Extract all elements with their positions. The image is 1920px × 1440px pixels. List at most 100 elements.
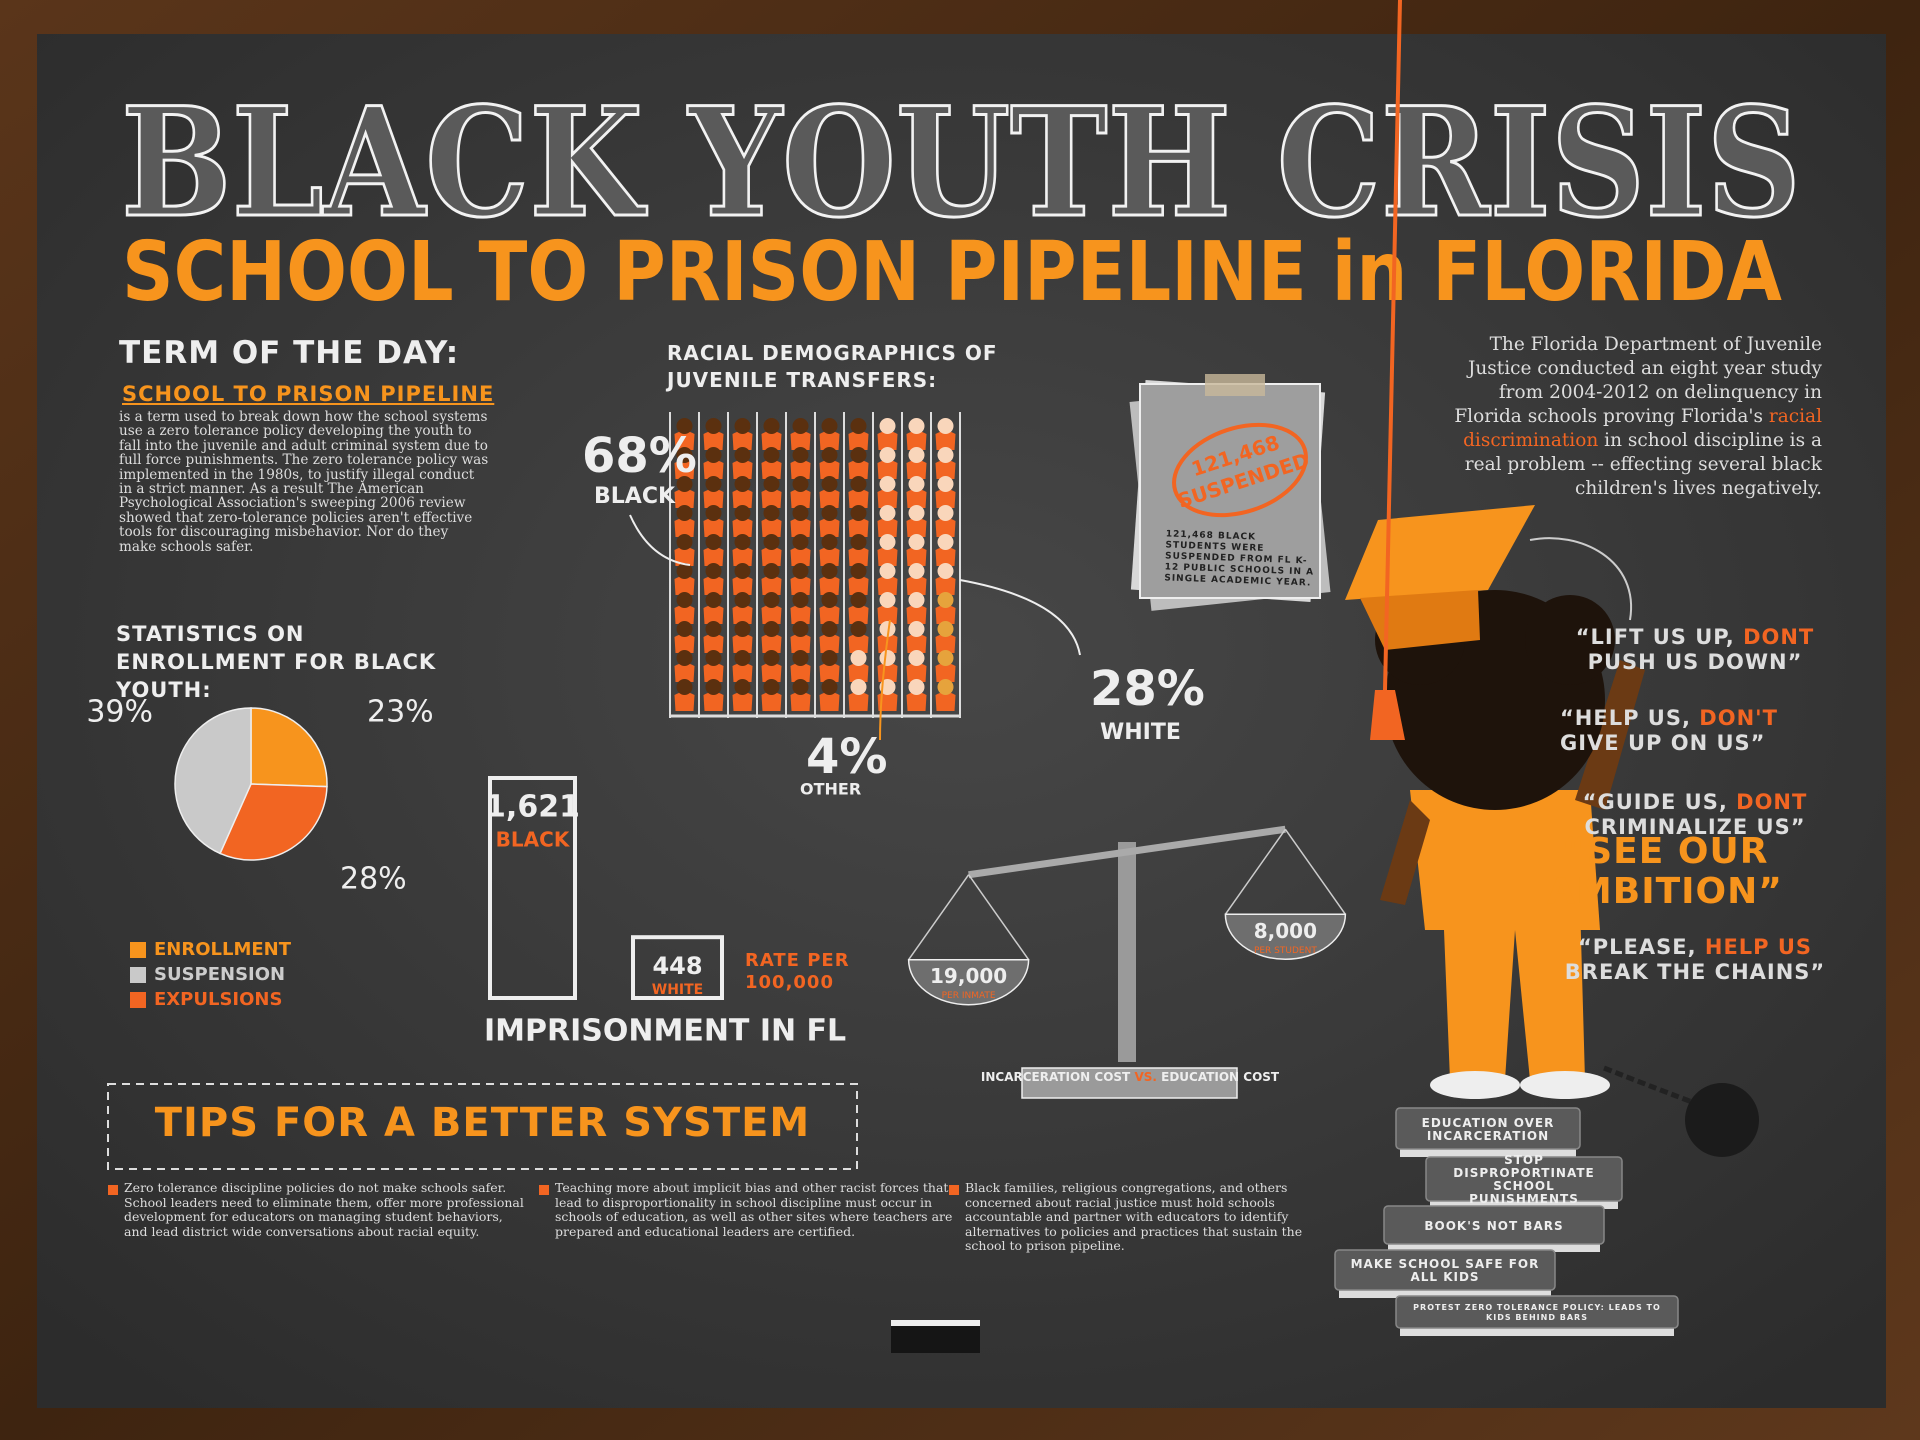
figure-body <box>819 547 840 566</box>
book-pages <box>1339 1288 1551 1298</box>
legend-label: SUSPENSION <box>154 964 285 985</box>
figure-head <box>879 534 896 550</box>
pan-value: 8,000 <box>1254 919 1317 943</box>
figure-body <box>790 634 811 653</box>
figure-head <box>705 534 722 550</box>
figure-head <box>908 476 925 492</box>
pan-unit: PER INMATE <box>942 991 996 1001</box>
figure-body <box>877 489 898 508</box>
figure-head <box>937 476 954 492</box>
quote: “GUIDE US, DONT CRIMINALIZE US” <box>1560 790 1830 840</box>
figure-body <box>819 576 840 595</box>
figure-body <box>819 460 840 479</box>
figure-head <box>734 534 751 550</box>
figure-head <box>676 534 693 550</box>
figure-head <box>763 447 780 463</box>
figure-head <box>734 447 751 463</box>
figure-body <box>674 431 695 450</box>
value-label: 4% <box>806 729 888 785</box>
term-heading: TERM OF THE DAY: <box>119 335 460 371</box>
figure-head <box>937 621 954 637</box>
figure-head <box>705 650 722 666</box>
quote-after: BREAK THE CHAINS” <box>1564 960 1826 984</box>
figure-body <box>906 692 927 711</box>
quote: “PLEASE, HELP US BREAK THE CHAINS” <box>1560 935 1830 985</box>
quote-after: CRIMINALIZE US” <box>1584 815 1806 839</box>
figure-head <box>908 418 925 434</box>
figure-head <box>821 447 838 463</box>
figure-head <box>705 418 722 434</box>
figure-body <box>674 663 695 682</box>
figure-body <box>906 460 927 479</box>
figure-head <box>763 476 780 492</box>
figure-head <box>908 563 925 579</box>
figure-body <box>703 518 724 537</box>
figure-body <box>761 518 782 537</box>
figure-body <box>761 634 782 653</box>
figure-head <box>676 476 693 492</box>
legend-label: EXPULSIONS <box>154 989 282 1010</box>
category-label: OTHER <box>800 780 861 799</box>
figure-head <box>734 650 751 666</box>
figure-head <box>705 447 722 463</box>
figure-head <box>763 418 780 434</box>
book <box>1425 1156 1623 1202</box>
figure-body <box>848 634 869 653</box>
figure-body <box>674 692 695 711</box>
bar-note: RATE PER 100,000 <box>745 950 850 993</box>
figure-body <box>819 431 840 450</box>
figure-body <box>935 547 956 566</box>
figure-body <box>732 663 753 682</box>
figure-body <box>848 576 869 595</box>
figure-body <box>761 663 782 682</box>
book-pages <box>1430 1199 1618 1209</box>
figure-body <box>732 547 753 566</box>
book <box>1334 1249 1556 1291</box>
figure-head <box>908 534 925 550</box>
bar-category: BLACK <box>496 828 571 852</box>
figure-body <box>906 605 927 624</box>
figure-body <box>906 518 927 537</box>
subtitle: SCHOOL TO PRISON PIPELINE in FLORIDA <box>122 225 1782 320</box>
figure-head <box>705 563 722 579</box>
bar <box>631 935 724 1000</box>
figure-head <box>705 621 722 637</box>
figure-body <box>790 431 811 450</box>
figure-body <box>906 663 927 682</box>
figure-group <box>674 418 869 711</box>
figure-head <box>850 534 867 550</box>
scale-caption: INCARCERATION COST VS. EDUCATION COST <box>981 1070 1280 1084</box>
tip-bullet <box>949 1185 959 1195</box>
figure-body <box>703 460 724 479</box>
figure-head <box>879 650 896 666</box>
figure-head <box>937 505 954 521</box>
tip-bullet <box>539 1185 549 1195</box>
figure-body <box>877 576 898 595</box>
book-pages <box>1400 1147 1576 1157</box>
figure-body <box>703 663 724 682</box>
pan-rope <box>1224 828 1286 915</box>
legend-label: ENROLLMENT <box>154 939 292 960</box>
figure-head <box>676 621 693 637</box>
caption-part: EDUCATION COST <box>1161 1070 1280 1084</box>
figure-body <box>819 489 840 508</box>
figure-body <box>848 460 869 479</box>
figure-head <box>879 621 896 637</box>
figure-body <box>935 460 956 479</box>
figure-head <box>676 418 693 434</box>
figure-body <box>935 663 956 682</box>
bar-value: 1,621 <box>485 790 580 825</box>
figure-head <box>937 679 954 695</box>
figure-head <box>908 592 925 608</box>
figure-head <box>850 505 867 521</box>
quote-after: PUSH US DOWN” <box>1587 650 1803 674</box>
figure-body <box>848 547 869 566</box>
figure-head <box>821 505 838 521</box>
pie-slice <box>250 707 328 788</box>
figure-body <box>732 634 753 653</box>
title: BLACK YOUTH CRISIS <box>121 75 1801 251</box>
figure-head <box>734 563 751 579</box>
figure-head <box>908 621 925 637</box>
